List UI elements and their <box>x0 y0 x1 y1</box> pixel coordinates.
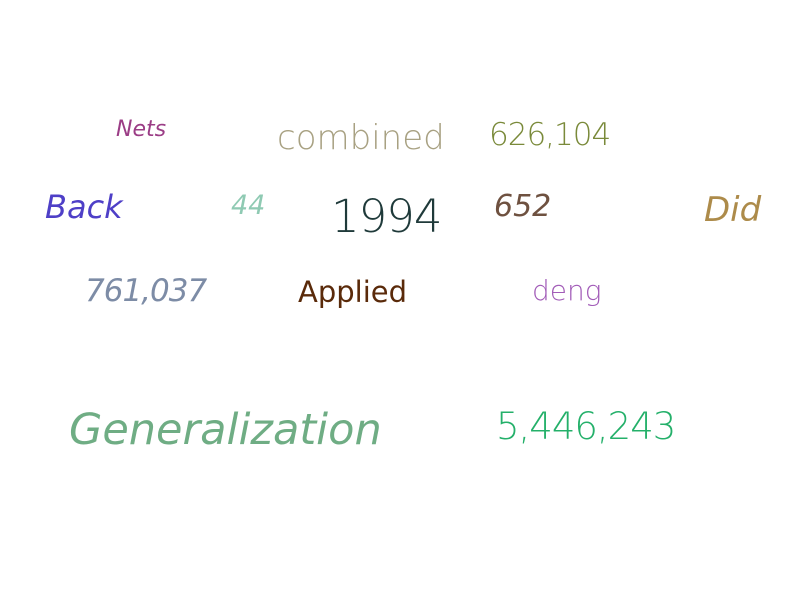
word-deng: deng <box>532 274 602 307</box>
word-applied: Applied <box>298 275 408 309</box>
number-652: 652 <box>494 189 552 224</box>
number-44: 44 <box>231 190 266 221</box>
word-generalization: Generalization <box>69 405 382 455</box>
number-626104: 626,104 <box>489 117 611 153</box>
number-5446243: 5,446,243 <box>496 405 676 448</box>
word-did: Did <box>704 190 762 230</box>
year-1994: 1994 <box>331 190 443 243</box>
word-back: Back <box>45 188 123 226</box>
number-761037: 761,037 <box>85 273 207 309</box>
word-combined: combined <box>277 118 445 158</box>
word-nets: Nets <box>116 117 167 142</box>
